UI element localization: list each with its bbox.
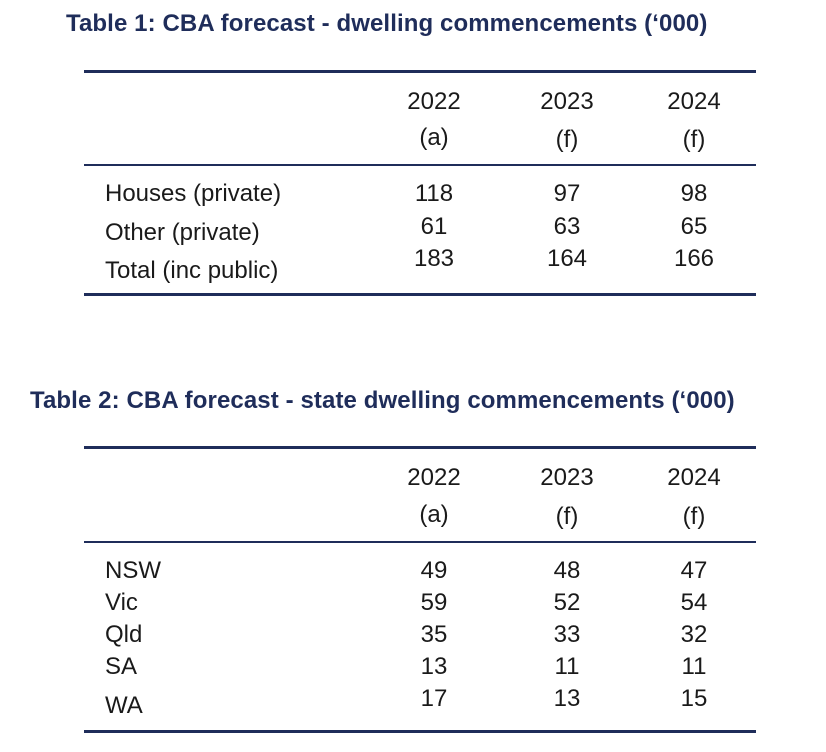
table1-top-rule — [84, 70, 756, 73]
table1-cell: 63 — [553, 213, 581, 240]
table2-col-year: 2023 — [540, 464, 594, 491]
table2-col-year: 2024 — [667, 464, 721, 491]
table1-col-year: 2023 — [540, 88, 594, 115]
table2-row-label: Qld — [105, 621, 143, 648]
table2-header-rule — [84, 541, 756, 543]
table2-col-note: (f) — [682, 503, 706, 530]
table2-cell: 54 — [680, 589, 708, 616]
table1-cell: 166 — [673, 245, 715, 272]
table1-cell: 97 — [553, 180, 581, 207]
table2-cell: 11 — [681, 653, 707, 680]
table2-row-label: Vic — [105, 589, 138, 616]
table1-row-label: Other (private) — [105, 219, 260, 246]
table1-row-label: Houses (private) — [105, 180, 282, 207]
table2-col-note: (f) — [555, 503, 579, 530]
table2-top-rule — [84, 446, 756, 449]
table2-cell: 52 — [553, 589, 581, 616]
table1-cell: 164 — [546, 245, 588, 272]
table1-title: Table 1: CBA forecast - dwelling commenc… — [66, 10, 708, 37]
table2-row-label: NSW — [105, 557, 161, 584]
table1-cell: 183 — [413, 245, 455, 272]
table2-col-note: (a) — [419, 501, 449, 528]
table2-col-year: 2022 — [407, 464, 461, 491]
table1-col-year: 2022 — [407, 88, 461, 115]
table2-title: Table 2: CBA forecast - state dwelling c… — [30, 387, 735, 414]
table2-cell: 32 — [680, 621, 708, 648]
table2-cell: 59 — [420, 589, 448, 616]
table1-col-note: (a) — [419, 124, 449, 151]
table1-cell: 118 — [414, 180, 454, 207]
table1-col-year: 2024 — [667, 88, 721, 115]
table1-bottom-rule — [84, 293, 756, 296]
table2-cell: 33 — [553, 621, 581, 648]
table2-cell: 13 — [553, 685, 581, 712]
table2-cell: 47 — [680, 557, 708, 584]
table1-header-rule — [84, 164, 756, 166]
table1-col-note: (f) — [682, 126, 706, 153]
table1-cell: 65 — [680, 213, 708, 240]
table1-cell: 61 — [420, 213, 448, 240]
table2-row-label: SA — [105, 653, 138, 680]
table2-cell: 49 — [420, 557, 448, 584]
table1-cell: 98 — [680, 180, 708, 207]
table2-cell: 35 — [420, 621, 448, 648]
table2-cell: 17 — [420, 685, 448, 712]
table2-cell: 13 — [420, 653, 448, 680]
table2-cell: 11 — [554, 653, 580, 680]
table2-row-label: WA — [105, 692, 143, 719]
table2-cell: 48 — [553, 557, 581, 584]
table1-row-label: Total (inc public) — [105, 257, 279, 284]
table2-cell: 15 — [680, 685, 708, 712]
table2-bottom-rule — [84, 730, 756, 733]
table1-col-note: (f) — [555, 126, 579, 153]
